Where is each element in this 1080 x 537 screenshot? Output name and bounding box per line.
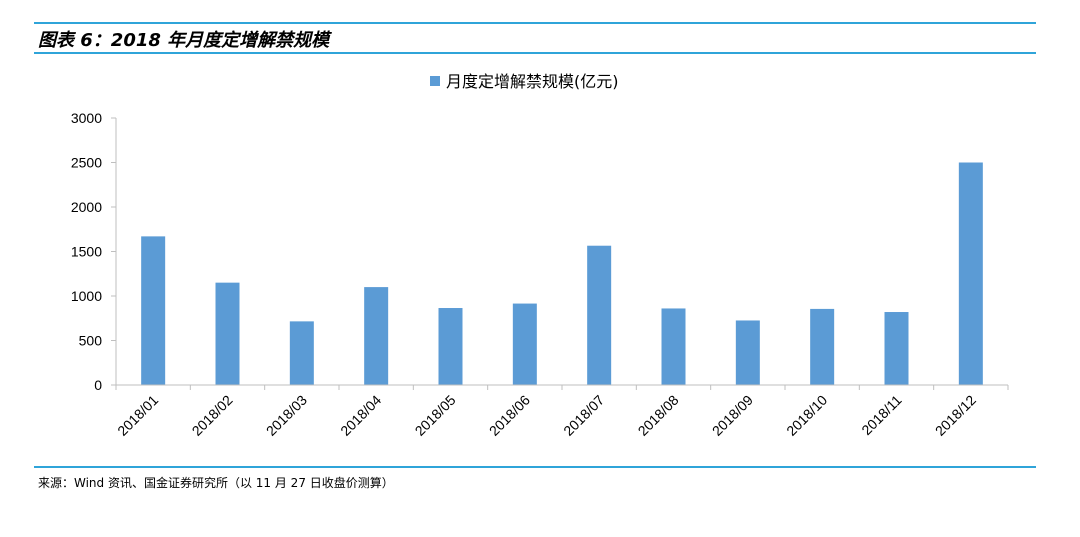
bar [735, 320, 760, 385]
x-tick-label: 2018/06 [486, 392, 533, 439]
y-tick-label: 2500 [71, 155, 102, 171]
bar-chart: 月度定增解禁规模(亿元) 0 500 1000 1500 2000 2500 3000 20… [71, 72, 1009, 439]
bar [141, 236, 166, 385]
x-axis: 2018/01 2018/02 2018/03 2018/04 2018/05 2018/… [114, 384, 1009, 439]
bar [810, 308, 835, 385]
top-rule [34, 22, 1036, 24]
x-tick-label: 2018/02 [189, 392, 236, 439]
x-tick-label: 2018/11 [858, 392, 905, 439]
legend-label: 月度定增解禁规模(亿元) [446, 72, 619, 91]
bar [289, 321, 314, 385]
x-tick-label: 2018/04 [337, 392, 384, 439]
x-tick-label: 2018/01 [114, 392, 161, 439]
y-tick-label: 1500 [71, 244, 102, 260]
bar [884, 312, 909, 385]
bars [141, 162, 983, 385]
x-tick-label: 2018/09 [709, 392, 756, 439]
y-tick-label: 0 [94, 377, 102, 393]
y-tick-label: 500 [79, 333, 103, 349]
bar [438, 308, 463, 385]
title-rule [34, 52, 1036, 54]
x-tick-label: 2018/10 [783, 392, 830, 439]
legend: 月度定增解禁规模(亿元) [430, 72, 619, 91]
y-tick-label: 1000 [71, 288, 102, 304]
bar [587, 245, 612, 385]
bar [661, 308, 686, 385]
source-rule [34, 466, 1036, 468]
x-tick-label: 2018/07 [560, 392, 607, 439]
figure-title: 图表 6：2018 年月度定增解禁规模 [38, 30, 330, 51]
x-tick-label: 2018/08 [635, 392, 682, 439]
source-note: 来源：Wind 资讯、国金证券研究所（以 11 月 27 日收盘价测算） [38, 476, 394, 490]
y-axis: 0 500 1000 1500 2000 2500 3000 [71, 110, 117, 393]
x-tick-label: 2018/12 [932, 392, 979, 439]
bar [958, 162, 983, 385]
bar [364, 287, 389, 385]
y-tick-label: 3000 [71, 110, 102, 126]
bar [215, 282, 240, 385]
bar [512, 303, 537, 385]
y-tick-label: 2000 [71, 199, 102, 215]
x-tick-label: 2018/05 [412, 392, 459, 439]
x-tick-label: 2018/03 [263, 392, 310, 439]
legend-swatch [430, 76, 440, 86]
